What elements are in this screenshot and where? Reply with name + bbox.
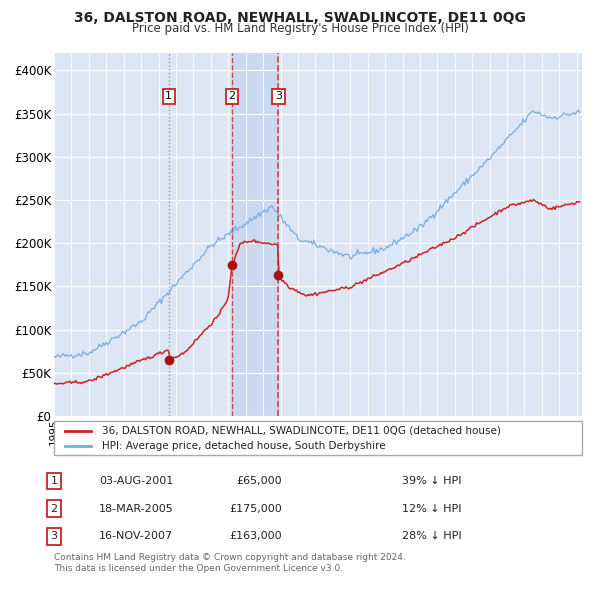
Text: 1: 1: [165, 91, 172, 101]
Text: Price paid vs. HM Land Registry's House Price Index (HPI): Price paid vs. HM Land Registry's House …: [131, 22, 469, 35]
Text: This data is licensed under the Open Government Licence v3.0.: This data is licensed under the Open Gov…: [54, 565, 343, 573]
FancyBboxPatch shape: [54, 421, 582, 455]
Bar: [232, 53, 278, 416]
Text: £175,000: £175,000: [229, 504, 282, 513]
Text: 12% ↓ HPI: 12% ↓ HPI: [402, 504, 461, 513]
Text: 2: 2: [50, 504, 58, 513]
Text: 18-MAR-2005: 18-MAR-2005: [99, 504, 174, 513]
Text: Contains HM Land Registry data © Crown copyright and database right 2024.: Contains HM Land Registry data © Crown c…: [54, 553, 406, 562]
Text: 1: 1: [50, 476, 58, 486]
Text: 36, DALSTON ROAD, NEWHALL, SWADLINCOTE, DE11 0QG: 36, DALSTON ROAD, NEWHALL, SWADLINCOTE, …: [74, 11, 526, 25]
Text: HPI: Average price, detached house, South Derbyshire: HPI: Average price, detached house, Sout…: [101, 441, 385, 451]
Text: 39% ↓ HPI: 39% ↓ HPI: [402, 476, 461, 486]
Text: 3: 3: [275, 91, 282, 101]
Text: 03-AUG-2001: 03-AUG-2001: [99, 476, 173, 486]
Text: 36, DALSTON ROAD, NEWHALL, SWADLINCOTE, DE11 0QG (detached house): 36, DALSTON ROAD, NEWHALL, SWADLINCOTE, …: [101, 426, 500, 436]
Text: £65,000: £65,000: [236, 476, 282, 486]
Text: 28% ↓ HPI: 28% ↓ HPI: [402, 532, 461, 541]
Text: 2: 2: [229, 91, 235, 101]
Text: 3: 3: [50, 532, 58, 541]
Text: 16-NOV-2007: 16-NOV-2007: [99, 532, 173, 541]
Text: £163,000: £163,000: [229, 532, 282, 541]
